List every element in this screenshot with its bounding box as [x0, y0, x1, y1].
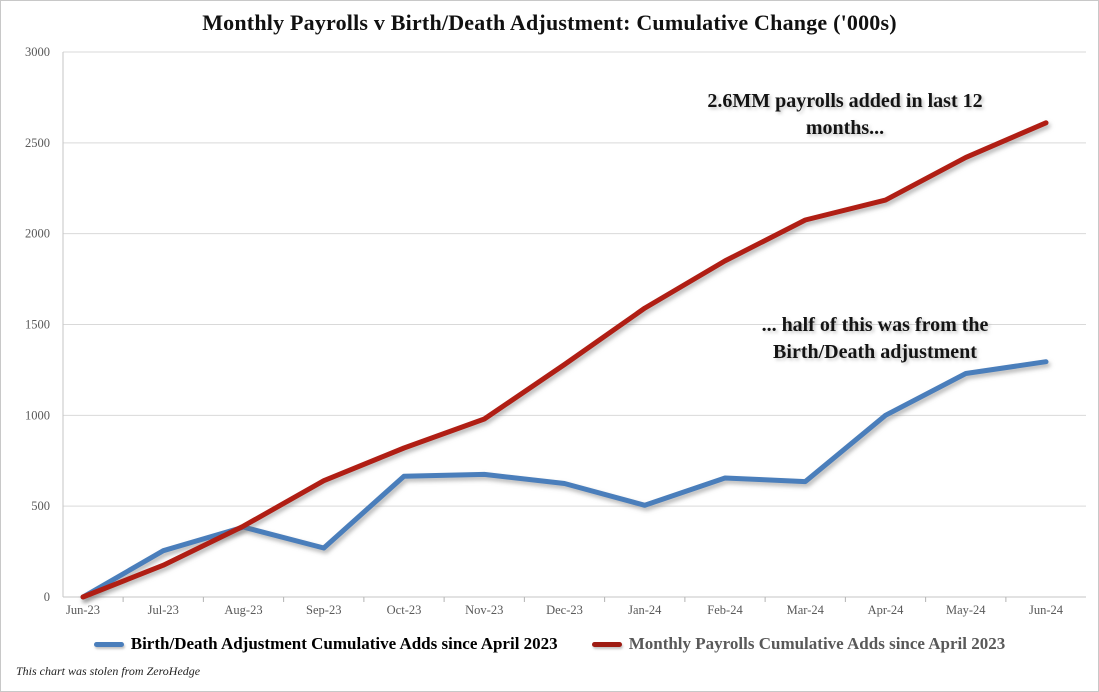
- x-tick-label-Mar-24: Mar-24: [787, 603, 825, 617]
- source-credit: This chart was stolen from ZeroHedge: [16, 664, 201, 678]
- legend-label-birth-death: Birth/Death Adjustment Cumulative Adds s…: [130, 634, 558, 653]
- x-tick-label-Aug-23: Aug-23: [224, 603, 262, 617]
- annotation-birth-death-line1: ... half of this was from the: [761, 314, 989, 336]
- birth-death-line: [80, 359, 1049, 600]
- legend-marker-blue-icon: [93, 641, 124, 647]
- legend-marker-red-icon: [591, 641, 622, 647]
- x-tick-label-Jun-23: Jun-23: [66, 603, 100, 617]
- chart-legend: Birth/Death Adjustment Cumulative Adds s…: [0, 634, 1099, 654]
- x-tick-label-Jul-23: Jul-23: [148, 603, 179, 617]
- chart-title: Monthly Payrolls v Birth/Death Adjustmen…: [202, 10, 897, 35]
- y-tick-label-0: 0: [44, 590, 50, 604]
- annotation-birth-death-line2: Birth/Death adjustment: [773, 341, 977, 363]
- x-tick-label-Jan-24: Jan-24: [628, 603, 662, 617]
- x-tick-label-Nov-23: Nov-23: [465, 603, 503, 617]
- annotation-payrolls-line1: 2.6MM payrolls added in last 12: [707, 90, 983, 112]
- y-tick-label-500: 500: [31, 499, 50, 513]
- y-tick-label-2000: 2000: [25, 227, 50, 241]
- y-tick-label-1500: 1500: [25, 318, 50, 332]
- y-tick-label-1000: 1000: [25, 408, 50, 422]
- x-tick-label-Feb-24: Feb-24: [707, 603, 743, 617]
- annotation-payrolls: 2.6MM payrolls added in last 12 months..…: [660, 88, 1030, 142]
- legend-item-payrolls: Monthly Payrolls Cumulative Adds since A…: [591, 634, 1006, 654]
- y-tick-label-2500: 2500: [25, 136, 50, 150]
- legend-label-payrolls: Monthly Payrolls Cumulative Adds since A…: [628, 634, 1006, 653]
- y-tick-label-3000: 3000: [25, 45, 50, 59]
- payrolls-line: [80, 120, 1049, 600]
- annotation-payrolls-line2: months...: [805, 117, 885, 139]
- annotation-birth-death: ... half of this was from the Birth/Deat…: [690, 312, 1060, 366]
- x-tick-label-Jun-24: Jun-24: [1029, 603, 1064, 617]
- x-tick-label-Oct-23: Oct-23: [387, 603, 422, 617]
- legend-item-birth-death: Birth/Death Adjustment Cumulative Adds s…: [93, 634, 558, 654]
- x-tick-label-Sep-23: Sep-23: [306, 603, 341, 617]
- x-tick-label-Apr-24: Apr-24: [868, 603, 905, 617]
- x-tick-label-May-24: May-24: [946, 603, 986, 617]
- x-tick-label-Dec-23: Dec-23: [546, 603, 583, 617]
